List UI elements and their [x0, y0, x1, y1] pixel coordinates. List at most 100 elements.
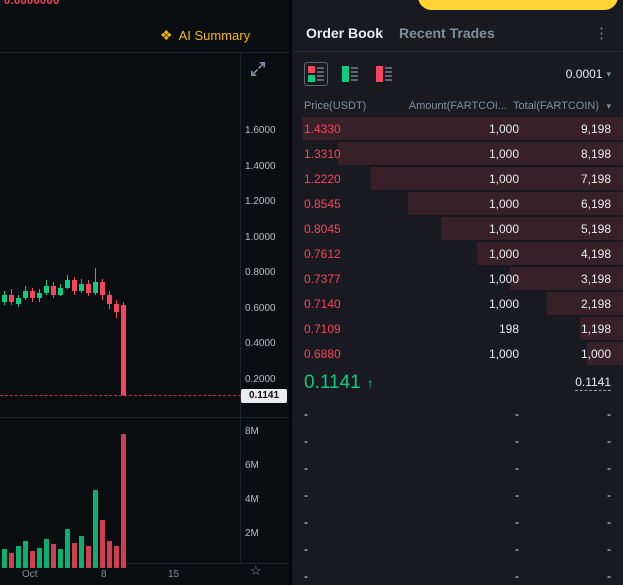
ai-summary-icon: ❖ — [160, 27, 173, 43]
order-price: 1.4330 — [304, 121, 341, 136]
depth-bar — [546, 292, 623, 315]
depth-bar — [579, 317, 623, 340]
candle — [51, 285, 56, 295]
mode-blocks — [376, 66, 383, 82]
ask-row[interactable]: 0.7109 198 1,198 — [292, 316, 623, 341]
bid-row[interactable]: --- — [292, 508, 623, 535]
price-axis-label: 0.8000 — [245, 267, 276, 278]
order-price: 0.8545 — [304, 196, 341, 211]
candle — [121, 305, 126, 396]
candle — [65, 280, 70, 288]
order-total: 6,198 — [580, 196, 611, 211]
order-total: 1,000 — [580, 346, 611, 361]
order-price: 0.7612 — [304, 246, 341, 261]
depth-bar — [407, 192, 623, 215]
last-price-equivalent[interactable]: 0.1141 — [575, 375, 611, 391]
volume-axis-label: 8M — [245, 426, 259, 437]
bid-row[interactable]: --- — [292, 562, 623, 585]
order-total: 2,198 — [580, 296, 611, 311]
order-amount: 1,000 — [488, 271, 519, 286]
bid-row[interactable]: --- — [292, 481, 623, 508]
candle — [79, 283, 84, 292]
order-amount: 1,000 — [488, 121, 519, 136]
volume-bar — [9, 552, 14, 568]
volume-bar — [107, 540, 112, 568]
primary-cta-button-partial[interactable] — [418, 0, 618, 10]
volume-axis-label: 4M — [245, 494, 259, 505]
order-price: 0.7377 — [304, 271, 341, 286]
candle — [23, 291, 28, 299]
order-amount: - — [515, 568, 519, 583]
volume-bar — [121, 433, 126, 568]
ask-row[interactable]: 0.8045 1,000 5,198 — [292, 216, 623, 241]
ask-row[interactable]: 0.7377 1,000 3,198 — [292, 266, 623, 291]
bid-row[interactable]: --- — [292, 400, 623, 427]
bids-list: - - - - - - - - - - - - - - - - - - - - - — [292, 400, 623, 585]
bid-row[interactable]: --- — [292, 454, 623, 481]
volume-bar — [100, 520, 105, 568]
divider — [0, 52, 289, 53]
orderbook-mode-sell-icon[interactable] — [372, 62, 396, 86]
time-label: 15 — [168, 569, 180, 580]
order-price: 1.3310 — [304, 146, 341, 161]
bid-row[interactable]: --- — [292, 535, 623, 562]
ask-row[interactable]: 0.7140 1,000 2,198 — [292, 291, 623, 316]
candle — [16, 298, 21, 304]
depth-bar — [301, 117, 623, 140]
order-total: - — [607, 406, 611, 421]
price-axis-label: 1.6000 — [245, 125, 276, 136]
mode-blocks — [342, 66, 349, 82]
order-amount: - — [515, 460, 519, 475]
orderbook-mode-default-icon[interactable] — [304, 62, 328, 86]
order-amount: 1,000 — [488, 221, 519, 236]
ask-row[interactable]: 1.4330 1,000 9,198 — [292, 116, 623, 141]
volume-bar — [37, 547, 42, 568]
order-total: - — [607, 568, 611, 583]
volume-bar — [79, 535, 84, 568]
favorite-star-icon[interactable]: ☆ — [250, 563, 262, 578]
candle — [2, 294, 7, 302]
mode-lines — [317, 66, 324, 82]
ask-row[interactable]: 0.8545 1,000 6,198 — [292, 191, 623, 216]
tab-recent-trades[interactable]: Recent Trades — [399, 24, 495, 41]
price-axis-label: 1.4000 — [245, 161, 276, 172]
fullscreen-expand-icon[interactable] — [249, 60, 267, 78]
bid-row[interactable]: --- — [292, 427, 623, 454]
orderbook-column-headers: Price(USDT) Amount(FARTCOI... Total(FART… — [292, 96, 623, 116]
order-price: - — [304, 568, 308, 583]
order-amount: 1,000 — [488, 171, 519, 186]
order-total: 1,198 — [580, 321, 611, 336]
ask-row[interactable]: 1.2220 1,000 7,198 — [292, 166, 623, 191]
volume-bar — [16, 545, 21, 568]
volume-bar — [23, 540, 28, 568]
depth-bar — [371, 167, 623, 190]
col-amount: Amount(FARTCOI... — [408, 100, 507, 112]
candle — [58, 287, 63, 295]
ask-row[interactable]: 0.6880 1,000 1,000 — [292, 341, 623, 366]
order-total: - — [607, 460, 611, 475]
tab-order-book[interactable]: Order Book — [306, 24, 384, 41]
chevron-down-icon[interactable]: ▾ — [606, 100, 611, 111]
orderbook-mode-buy-icon[interactable] — [338, 62, 362, 86]
volume-bar — [44, 539, 49, 568]
candle — [72, 280, 77, 292]
order-amount: - — [515, 541, 519, 556]
ask-row[interactable]: 0.7612 1,000 4,198 — [292, 241, 623, 266]
volume-bar — [86, 545, 91, 568]
precision-dropdown[interactable]: 0.0001 ▾ — [566, 67, 611, 81]
depth-bar — [338, 142, 623, 165]
ai-summary-button[interactable]: ❖ AI Summary — [160, 27, 250, 44]
more-options-icon[interactable]: ⋮ — [594, 24, 609, 42]
order-price: - — [304, 460, 308, 475]
depth-bar — [586, 342, 623, 365]
order-total: 7,198 — [580, 171, 611, 186]
volume-axis-label: 2M — [245, 528, 259, 539]
volume-bar — [58, 549, 63, 568]
price-chart[interactable]: ❖ AI Summary 1.6000 1.4000 1.2000 1.0000 0.8… — [0, 0, 289, 585]
volume-bar — [93, 489, 98, 568]
col-price: Price(USDT) — [304, 100, 367, 112]
order-total: - — [607, 487, 611, 502]
ask-row[interactable]: 1.3310 1,000 8,198 — [292, 141, 623, 166]
volume-bar — [30, 551, 35, 568]
